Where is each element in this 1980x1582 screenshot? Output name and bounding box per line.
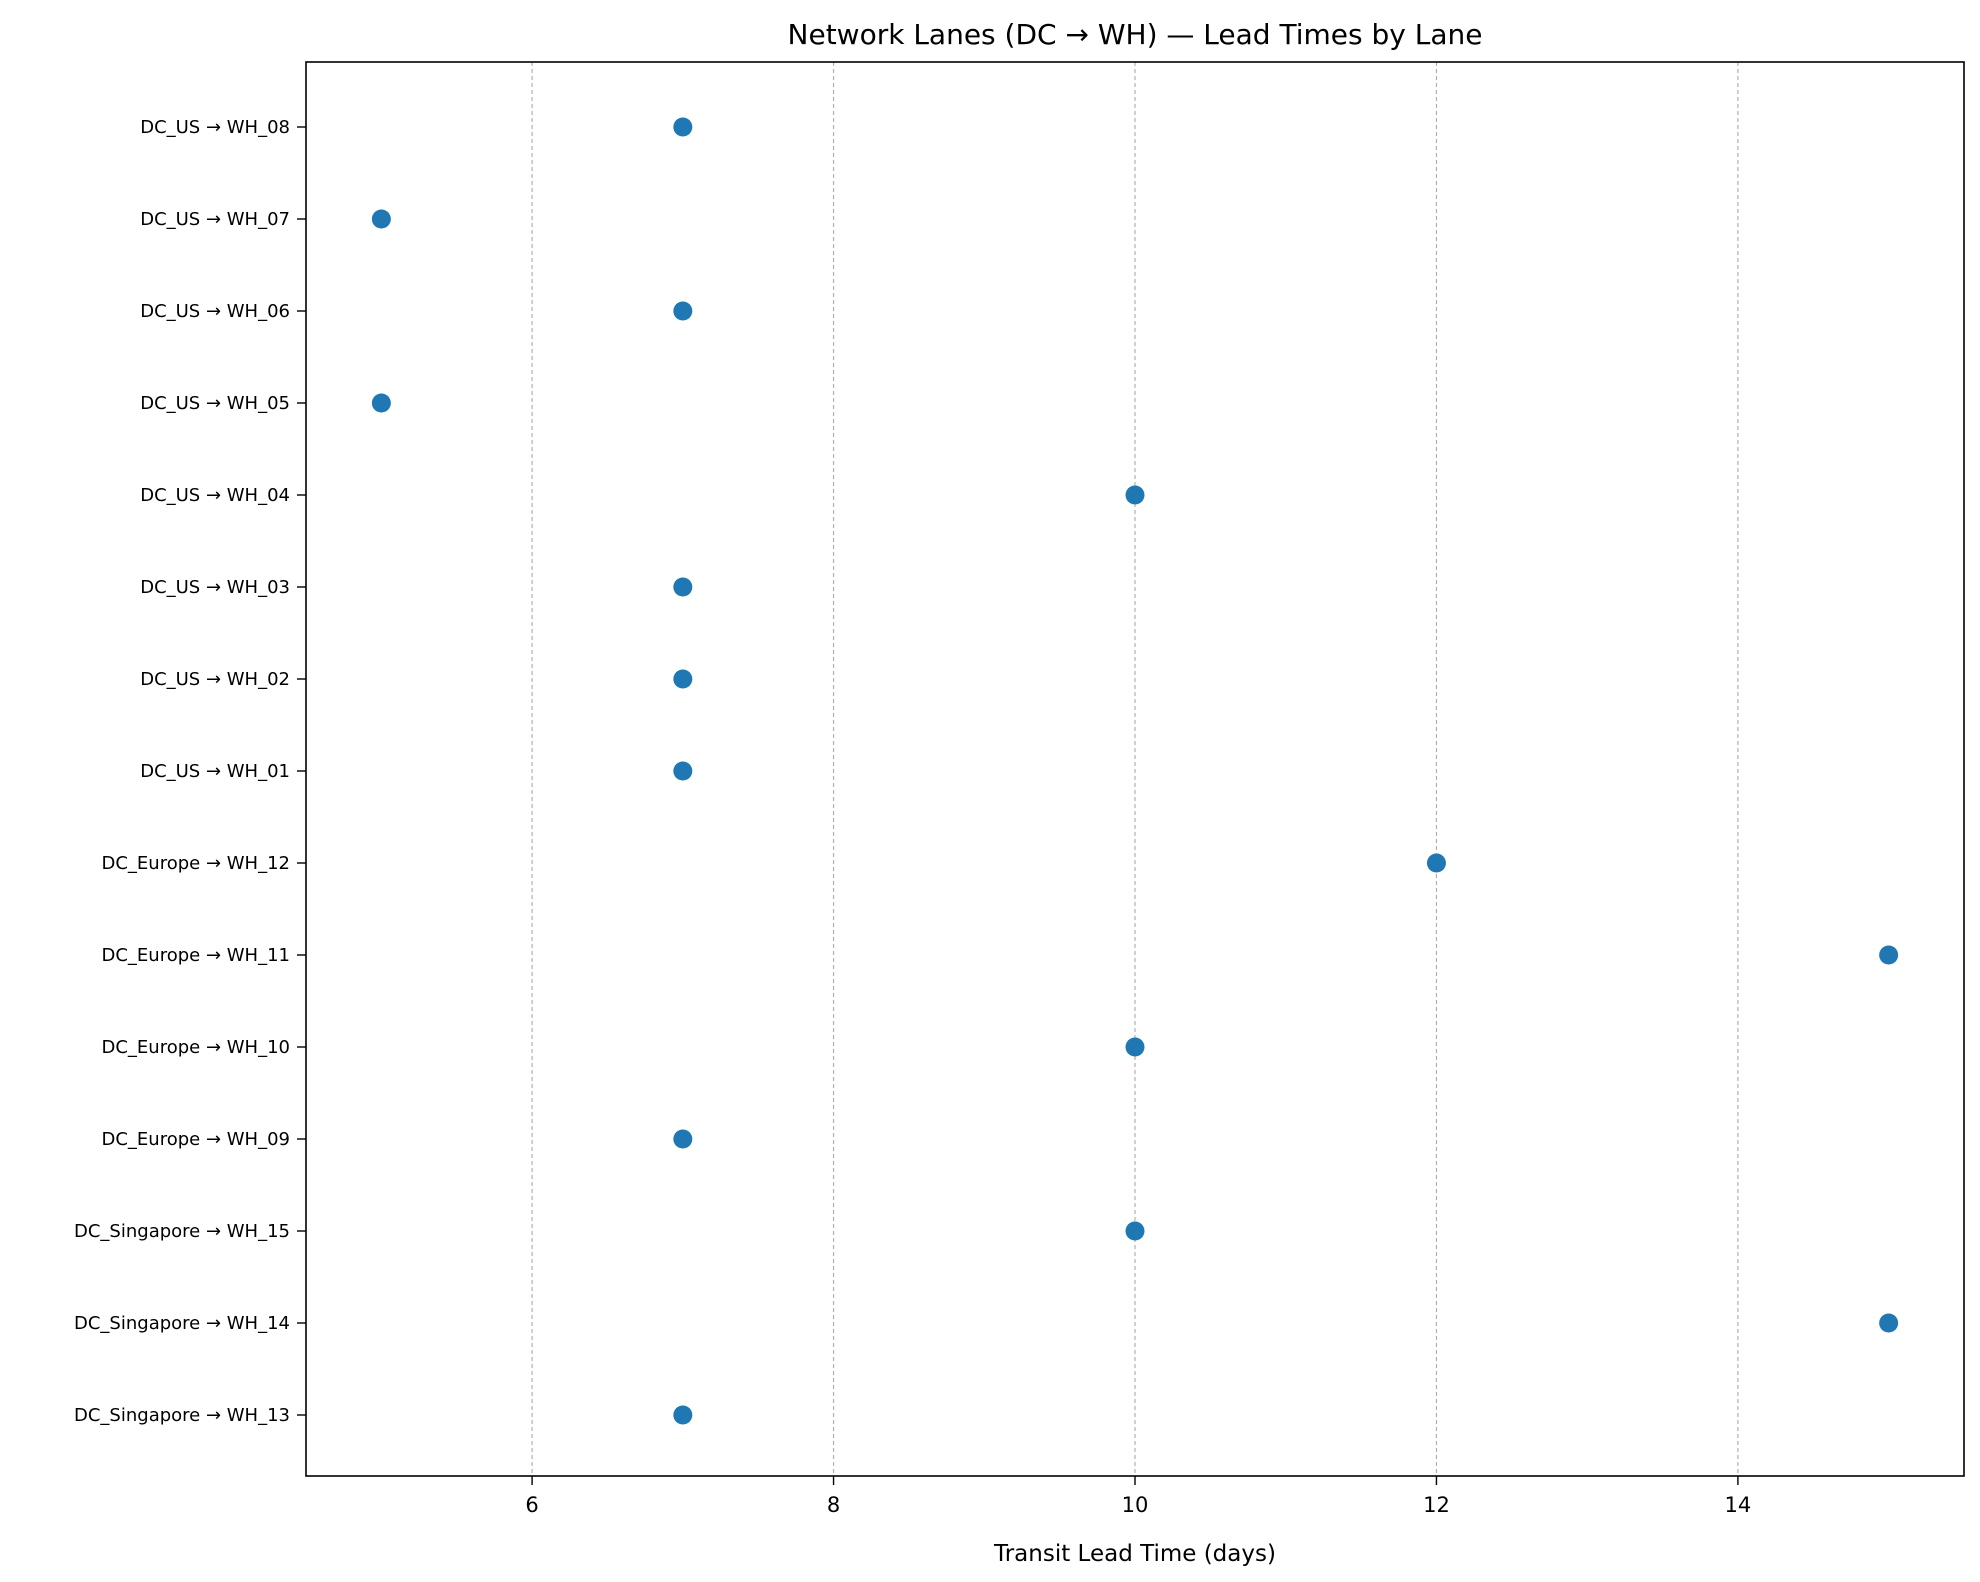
y-tick-label: DC_US → WH_08 — [140, 117, 290, 138]
y-tick-label: DC_Europe → WH_12 — [102, 853, 291, 874]
data-point — [673, 1405, 693, 1425]
y-tick-label: DC_US → WH_05 — [140, 393, 290, 414]
x-tick-label: 12 — [1423, 1493, 1450, 1517]
data-point — [673, 577, 693, 597]
data-point — [1879, 1313, 1899, 1333]
data-point — [1879, 945, 1899, 965]
data-point — [673, 761, 693, 781]
y-tick-label: DC_US → WH_04 — [140, 485, 290, 506]
x-axis-label: Transit Lead Time (days) — [993, 1541, 1276, 1567]
x-tick-label: 6 — [525, 1493, 538, 1517]
y-tick-label: DC_US → WH_01 — [140, 761, 290, 782]
data-point — [371, 393, 391, 413]
grid-lines — [531, 62, 1739, 1476]
data-points — [371, 117, 1899, 1425]
data-point — [371, 209, 391, 229]
y-tick-label: DC_Singapore → WH_13 — [74, 1405, 290, 1426]
y-tick-label: DC_Singapore → WH_14 — [74, 1313, 290, 1334]
x-tick-label: 14 — [1725, 1493, 1752, 1517]
data-point — [673, 301, 693, 321]
chart-title: Network Lanes (DC → WH) — Lead Times by … — [788, 18, 1483, 51]
y-tick-label: DC_US → WH_02 — [140, 669, 290, 690]
y-tick-label: DC_Europe → WH_10 — [102, 1037, 291, 1058]
y-tick-label: DC_US → WH_06 — [140, 301, 290, 322]
x-tick-label: 8 — [827, 1493, 840, 1517]
data-point — [1125, 1221, 1145, 1241]
y-tick-label: DC_Singapore → WH_15 — [74, 1221, 290, 1242]
data-point — [1125, 1037, 1145, 1057]
data-point — [1426, 853, 1446, 873]
data-point — [673, 669, 693, 689]
x-axis-ticks: 6 8 10 12 14 — [525, 1476, 1751, 1517]
y-axis-ticks: DC_US → WH_08 DC_US → WH_07 DC_US → WH_06 D… — [74, 117, 306, 1426]
y-tick-label: DC_Europe → WH_11 — [102, 945, 291, 966]
y-tick-label: DC_US → WH_03 — [140, 577, 290, 598]
data-point — [673, 117, 693, 137]
data-point — [673, 1129, 693, 1149]
x-tick-label: 10 — [1122, 1493, 1149, 1517]
y-tick-label: DC_US → WH_07 — [140, 209, 290, 230]
y-tick-label: DC_Europe → WH_09 — [102, 1129, 291, 1150]
data-point — [1125, 485, 1145, 505]
